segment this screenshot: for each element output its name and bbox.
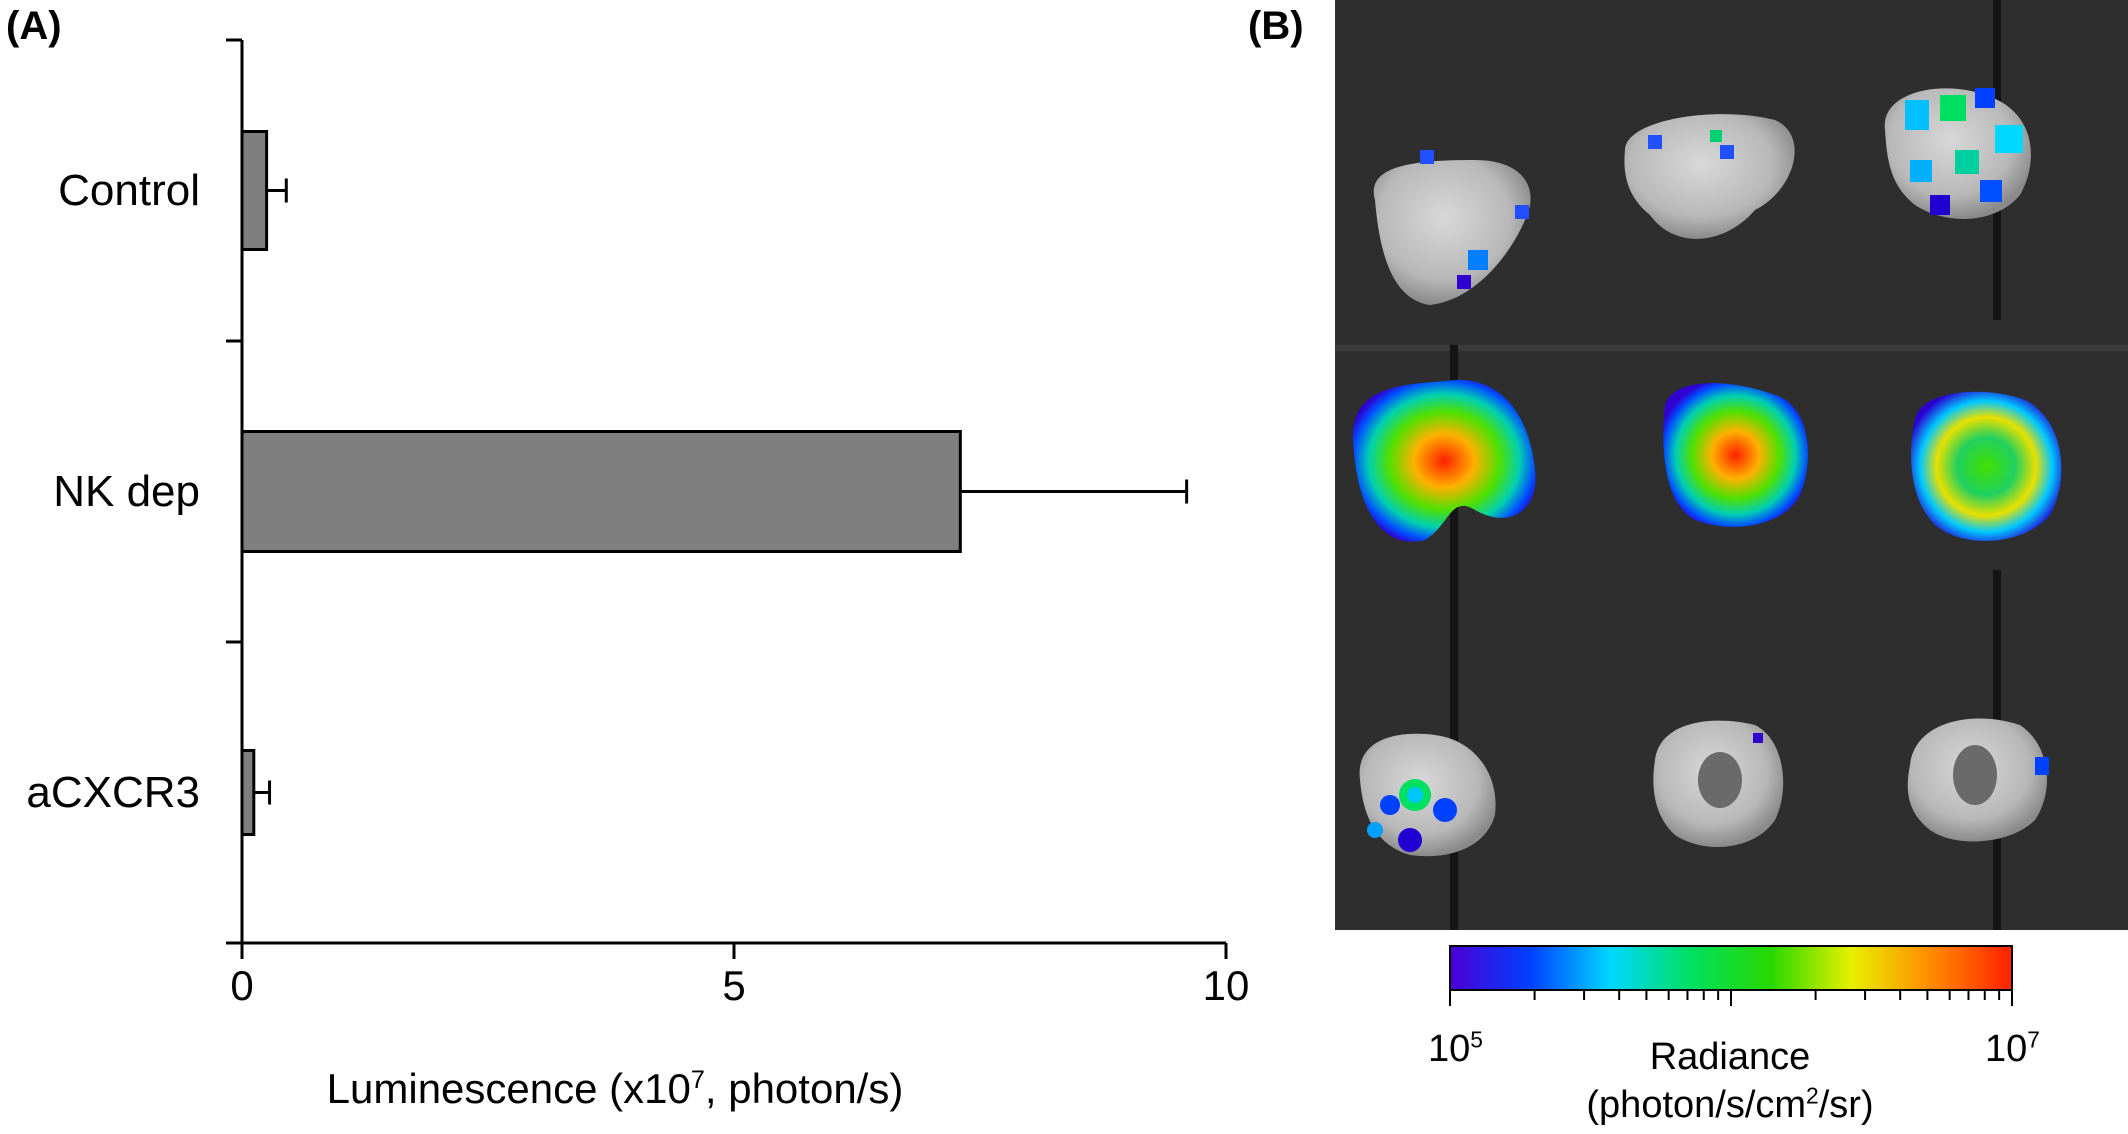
panel-b-label: (B)	[1248, 4, 1304, 48]
colorbar-unit: (photon/s/cm2/sr)	[1586, 1082, 1874, 1126]
organ-nkdep-3	[1911, 391, 2062, 542]
organ-acxcr3-3	[1907, 718, 2049, 842]
x-tick-label: 10	[1202, 962, 1250, 1009]
organ-control-1	[1373, 150, 1531, 305]
colorbar-max-label: 107	[1985, 1026, 2040, 1070]
colorbar-title: Radiance	[1649, 1036, 1811, 1078]
x-tick-label: 5	[722, 962, 746, 1009]
organ-control-2	[1624, 114, 1795, 239]
luminescence-image	[1335, 0, 2128, 930]
colorbar-ticks	[1449, 990, 2013, 1006]
category-label: aCXCR3	[26, 767, 200, 817]
bar-1	[240, 430, 962, 553]
bar-2	[240, 749, 256, 836]
organ-acxcr3-1	[1359, 733, 1496, 857]
panel-a-label: (A)	[6, 4, 62, 48]
organ-nkdep-2	[1663, 383, 1808, 527]
organ-nkdep-1	[1352, 379, 1536, 542]
bar-0	[240, 130, 269, 251]
colorbar-bar	[1449, 945, 2013, 991]
colorbar	[1449, 945, 2013, 1006]
organ-control-3	[1884, 88, 2031, 219]
x-axis-label: Luminescence (x107, photon/s)	[326, 1065, 904, 1112]
bar-chart	[226, 38, 1228, 959]
category-label: NK dep	[53, 466, 200, 516]
colorbar-min-label: 105	[1428, 1026, 1483, 1070]
chart-bars	[240, 130, 1189, 836]
organ-acxcr3-2	[1653, 720, 1784, 847]
x-tick-label: 0	[230, 962, 254, 1009]
category-label: Control	[58, 165, 200, 215]
